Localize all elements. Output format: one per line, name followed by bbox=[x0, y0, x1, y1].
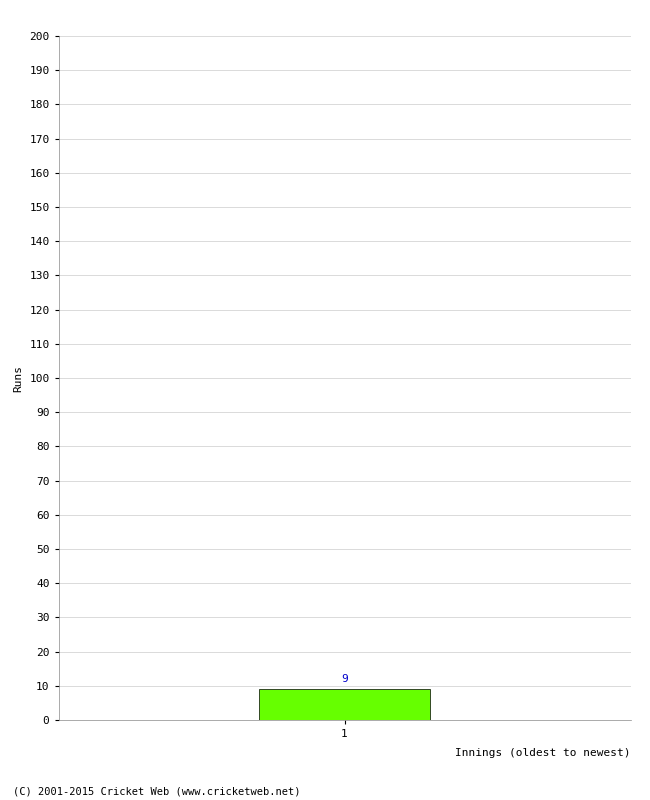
Y-axis label: Runs: Runs bbox=[14, 365, 23, 391]
Text: Innings (oldest to newest): Innings (oldest to newest) bbox=[455, 748, 630, 758]
Text: (C) 2001-2015 Cricket Web (www.cricketweb.net): (C) 2001-2015 Cricket Web (www.cricketwe… bbox=[13, 786, 300, 796]
Bar bbox=[259, 690, 430, 720]
Text: 9: 9 bbox=[341, 674, 348, 684]
